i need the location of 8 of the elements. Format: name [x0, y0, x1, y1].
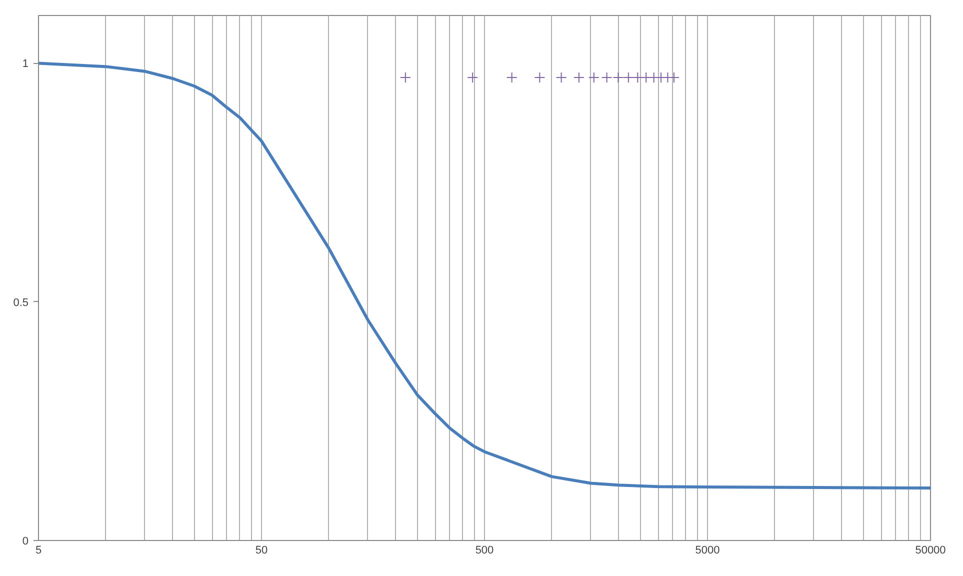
x-tick-label: 50 [255, 544, 268, 556]
y-tick-label: 0 [22, 536, 29, 548]
y-tick-label: 0.5 [13, 296, 29, 309]
y-tick-label: 1 [22, 58, 29, 70]
x-tick-label: 5000 [695, 544, 720, 556]
x-tick-label: 50000 [915, 544, 946, 556]
x-tick-label: 5 [35, 544, 42, 556]
x-tick-label: 500 [475, 544, 494, 556]
